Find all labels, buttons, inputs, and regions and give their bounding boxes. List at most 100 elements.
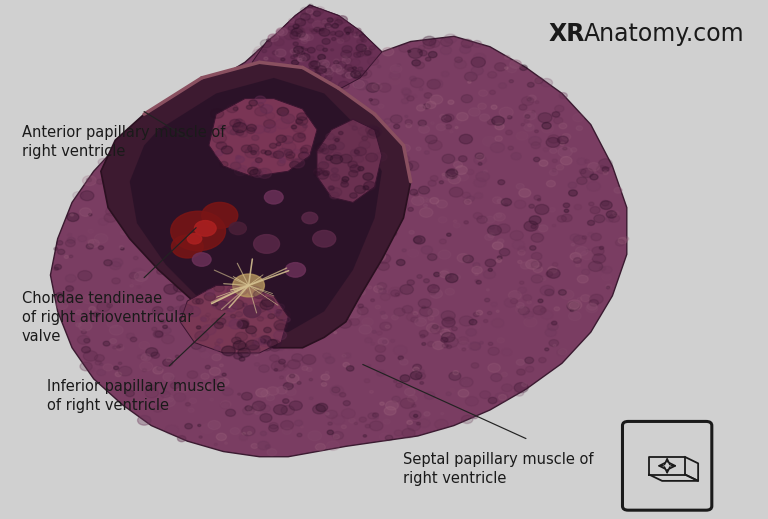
Circle shape	[220, 402, 230, 408]
Circle shape	[373, 285, 383, 293]
Circle shape	[240, 313, 247, 319]
Circle shape	[455, 119, 462, 124]
Circle shape	[538, 358, 546, 363]
Circle shape	[324, 69, 333, 74]
Circle shape	[345, 26, 353, 33]
Circle shape	[318, 89, 325, 94]
Circle shape	[412, 60, 421, 66]
Circle shape	[196, 97, 202, 101]
Circle shape	[263, 120, 276, 128]
Circle shape	[394, 308, 406, 316]
Circle shape	[65, 240, 75, 247]
Circle shape	[293, 24, 299, 29]
Circle shape	[371, 299, 375, 302]
Circle shape	[297, 209, 305, 214]
Circle shape	[389, 287, 402, 297]
Circle shape	[247, 155, 259, 163]
Circle shape	[439, 239, 446, 244]
Circle shape	[179, 310, 184, 315]
Circle shape	[291, 158, 305, 168]
Circle shape	[554, 307, 560, 311]
Circle shape	[171, 199, 175, 202]
Circle shape	[259, 75, 270, 84]
Circle shape	[210, 241, 223, 251]
Circle shape	[413, 237, 422, 243]
Circle shape	[244, 319, 257, 328]
Circle shape	[187, 180, 195, 185]
Circle shape	[327, 72, 333, 77]
Circle shape	[273, 151, 284, 158]
Circle shape	[376, 355, 385, 362]
Circle shape	[339, 392, 346, 397]
Circle shape	[268, 313, 275, 319]
Circle shape	[492, 242, 503, 250]
Circle shape	[535, 204, 549, 214]
Circle shape	[359, 136, 372, 145]
Circle shape	[321, 374, 329, 380]
Circle shape	[598, 159, 612, 169]
Circle shape	[436, 327, 444, 332]
Circle shape	[300, 13, 310, 20]
Circle shape	[303, 67, 310, 72]
Circle shape	[259, 365, 270, 373]
Circle shape	[247, 301, 256, 308]
Circle shape	[120, 296, 131, 304]
Circle shape	[409, 189, 418, 195]
Circle shape	[332, 23, 339, 28]
Circle shape	[82, 294, 94, 304]
Circle shape	[198, 270, 207, 277]
Circle shape	[341, 50, 352, 58]
Circle shape	[130, 141, 134, 143]
Circle shape	[182, 250, 186, 253]
Circle shape	[156, 194, 163, 199]
Circle shape	[212, 133, 227, 143]
Circle shape	[419, 45, 425, 50]
Circle shape	[549, 339, 558, 347]
Circle shape	[279, 189, 285, 193]
Circle shape	[465, 72, 477, 81]
Circle shape	[520, 65, 528, 71]
Circle shape	[418, 49, 422, 53]
Circle shape	[199, 289, 204, 291]
Circle shape	[277, 107, 289, 116]
Circle shape	[152, 327, 157, 331]
Circle shape	[436, 200, 448, 208]
Circle shape	[380, 293, 390, 301]
Circle shape	[258, 234, 266, 240]
Circle shape	[394, 162, 401, 167]
Circle shape	[306, 28, 310, 30]
Circle shape	[531, 225, 536, 228]
Circle shape	[177, 192, 183, 196]
Circle shape	[262, 67, 266, 71]
Circle shape	[342, 425, 346, 429]
Circle shape	[333, 61, 339, 64]
Circle shape	[251, 444, 258, 448]
Circle shape	[243, 406, 254, 415]
Circle shape	[162, 398, 175, 407]
Circle shape	[490, 142, 505, 153]
Circle shape	[376, 331, 382, 335]
Circle shape	[326, 154, 337, 162]
Circle shape	[151, 352, 160, 358]
Circle shape	[318, 162, 329, 169]
Circle shape	[263, 173, 271, 179]
Circle shape	[299, 13, 305, 18]
Circle shape	[606, 211, 617, 218]
Circle shape	[260, 431, 266, 435]
Circle shape	[475, 273, 478, 276]
Circle shape	[270, 35, 281, 43]
Circle shape	[382, 195, 396, 204]
Circle shape	[561, 290, 574, 299]
Circle shape	[202, 202, 238, 228]
Circle shape	[277, 160, 285, 166]
Circle shape	[207, 83, 210, 86]
Text: XR: XR	[549, 22, 585, 46]
Circle shape	[424, 93, 432, 98]
Circle shape	[329, 187, 342, 197]
Circle shape	[497, 338, 505, 343]
Circle shape	[297, 28, 305, 33]
Circle shape	[472, 363, 478, 368]
Circle shape	[313, 230, 336, 247]
Circle shape	[290, 101, 303, 110]
Circle shape	[348, 161, 357, 168]
